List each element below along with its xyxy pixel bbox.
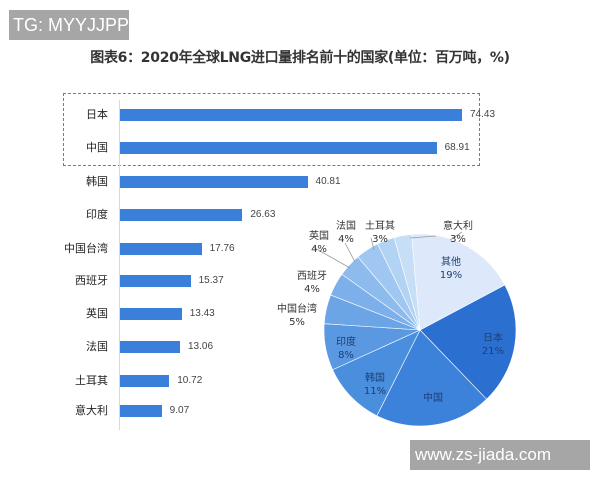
bar-row: 英国 13.43 (0, 307, 600, 321)
pie-label-name: 印度 (336, 337, 356, 348)
pie-label: 法国 4% (316, 220, 376, 246)
bar-category-label: 西班牙 (75, 274, 108, 287)
bar (120, 308, 182, 320)
pie-label: 印度 8% (316, 336, 376, 362)
pie-label-percent: 11% (363, 386, 387, 397)
pie-label-percent: 21% (481, 346, 505, 357)
bar-value-label: 68.91 (444, 142, 470, 153)
pie-label-name: 其他 (441, 257, 461, 268)
pie-label-percent: 3% (372, 234, 388, 245)
pie-label-name: 西班牙 (297, 271, 327, 282)
pie-label-name: 意大利 (443, 221, 473, 232)
pie-label-name: 英国 (309, 231, 329, 242)
bar-category-label: 韩国 (86, 175, 108, 188)
bar-row: 意大利 9.07 (0, 404, 600, 418)
pie-label: 西班牙 4% (282, 270, 342, 296)
pie-label: 英国 4% (289, 230, 349, 256)
pie-label: 其他 19% (421, 256, 481, 282)
bar-row: 土耳其 10.72 (0, 374, 600, 388)
bar-category-label: 意大利 (75, 404, 108, 417)
pie-label: 意大利 3% (428, 220, 488, 246)
leader-line (409, 235, 437, 239)
pie-label-percent: 3% (450, 234, 466, 245)
bar (120, 209, 243, 221)
bar (120, 142, 437, 154)
bar-value-label: 13.43 (189, 308, 215, 319)
bar (120, 275, 191, 287)
bar (120, 176, 308, 188)
pie-slice (411, 233, 506, 331)
bar-row: 西班牙 15.37 (0, 274, 600, 288)
bar-row: 日本 74.43 (0, 108, 600, 122)
bar-value-label: 40.81 (315, 176, 341, 187)
pie-label-name: 中国台湾 (277, 304, 317, 315)
bar-value-label: 26.63 (250, 209, 276, 220)
pie-label: 土耳其 3% (350, 220, 410, 246)
bar-category-label: 法国 (86, 340, 108, 353)
bar-row: 韩国 40.81 (0, 175, 600, 189)
bar-row: 法国 13.06 (0, 340, 600, 354)
pie-label: 日本 21% (463, 332, 523, 358)
chart-title: 图表6：2020年全球LNG进口量排名前十的国家(单位：百万吨，%) (90, 50, 510, 66)
pie-label-percent: 4% (311, 244, 327, 255)
bar (120, 375, 170, 387)
bar-category-label: 印度 (86, 208, 108, 221)
leader-line (312, 246, 351, 269)
y-axis-line (119, 100, 120, 430)
bar-value-label: 10.72 (177, 375, 203, 386)
bar-category-label: 日本 (86, 108, 108, 121)
bar-value-label: 17.76 (209, 243, 235, 254)
bar-row: 中国 68.91 (0, 141, 600, 155)
watermark-tag-top: TG: MYYJJPP (9, 10, 129, 40)
pie-label-percent: 4% (338, 234, 354, 245)
bar-value-label: 15.37 (198, 275, 224, 286)
bar (120, 243, 202, 255)
pie-label-name: 韩国 (365, 373, 385, 384)
bar-category-label: 土耳其 (75, 374, 108, 387)
pie-label-percent: 19% (439, 270, 463, 281)
pie-slice (376, 329, 487, 427)
leader-line (370, 237, 375, 251)
pie-label-name: 中国 (423, 393, 443, 404)
pie-label: 中国台湾 5% (267, 303, 327, 329)
bar-value-label: 74.43 (470, 109, 496, 120)
pie-label-percent: 8% (338, 350, 354, 361)
bar-row: 中国台湾 17.76 (0, 242, 600, 256)
leader-line (449, 231, 463, 241)
bar-value-label: 9.07 (169, 405, 190, 416)
bar-category-label: 中国 (86, 141, 108, 154)
pie-label-name: 法国 (336, 221, 356, 232)
pie-label: 中国 (403, 392, 463, 405)
pie-label-percent: 5% (289, 317, 305, 328)
bar-category-label: 中国台湾 (64, 242, 108, 255)
bar-category-label: 英国 (86, 307, 108, 320)
bar-value-label: 13.06 (188, 341, 214, 352)
bar-row: 印度 26.63 (0, 208, 600, 222)
bar (120, 109, 462, 121)
highlight-box (63, 93, 480, 166)
pie-label: 韩国 11% (345, 372, 405, 398)
pie-label-name: 日本 (483, 333, 503, 344)
watermark-tag-bottom: www.zs-jiada.com (410, 440, 590, 470)
leader-line (344, 242, 356, 263)
bar (120, 341, 180, 353)
pie-slice (419, 284, 517, 400)
pie-label-name: 土耳其 (365, 221, 395, 232)
pie-label-percent: 4% (304, 284, 320, 295)
bar (120, 405, 162, 417)
